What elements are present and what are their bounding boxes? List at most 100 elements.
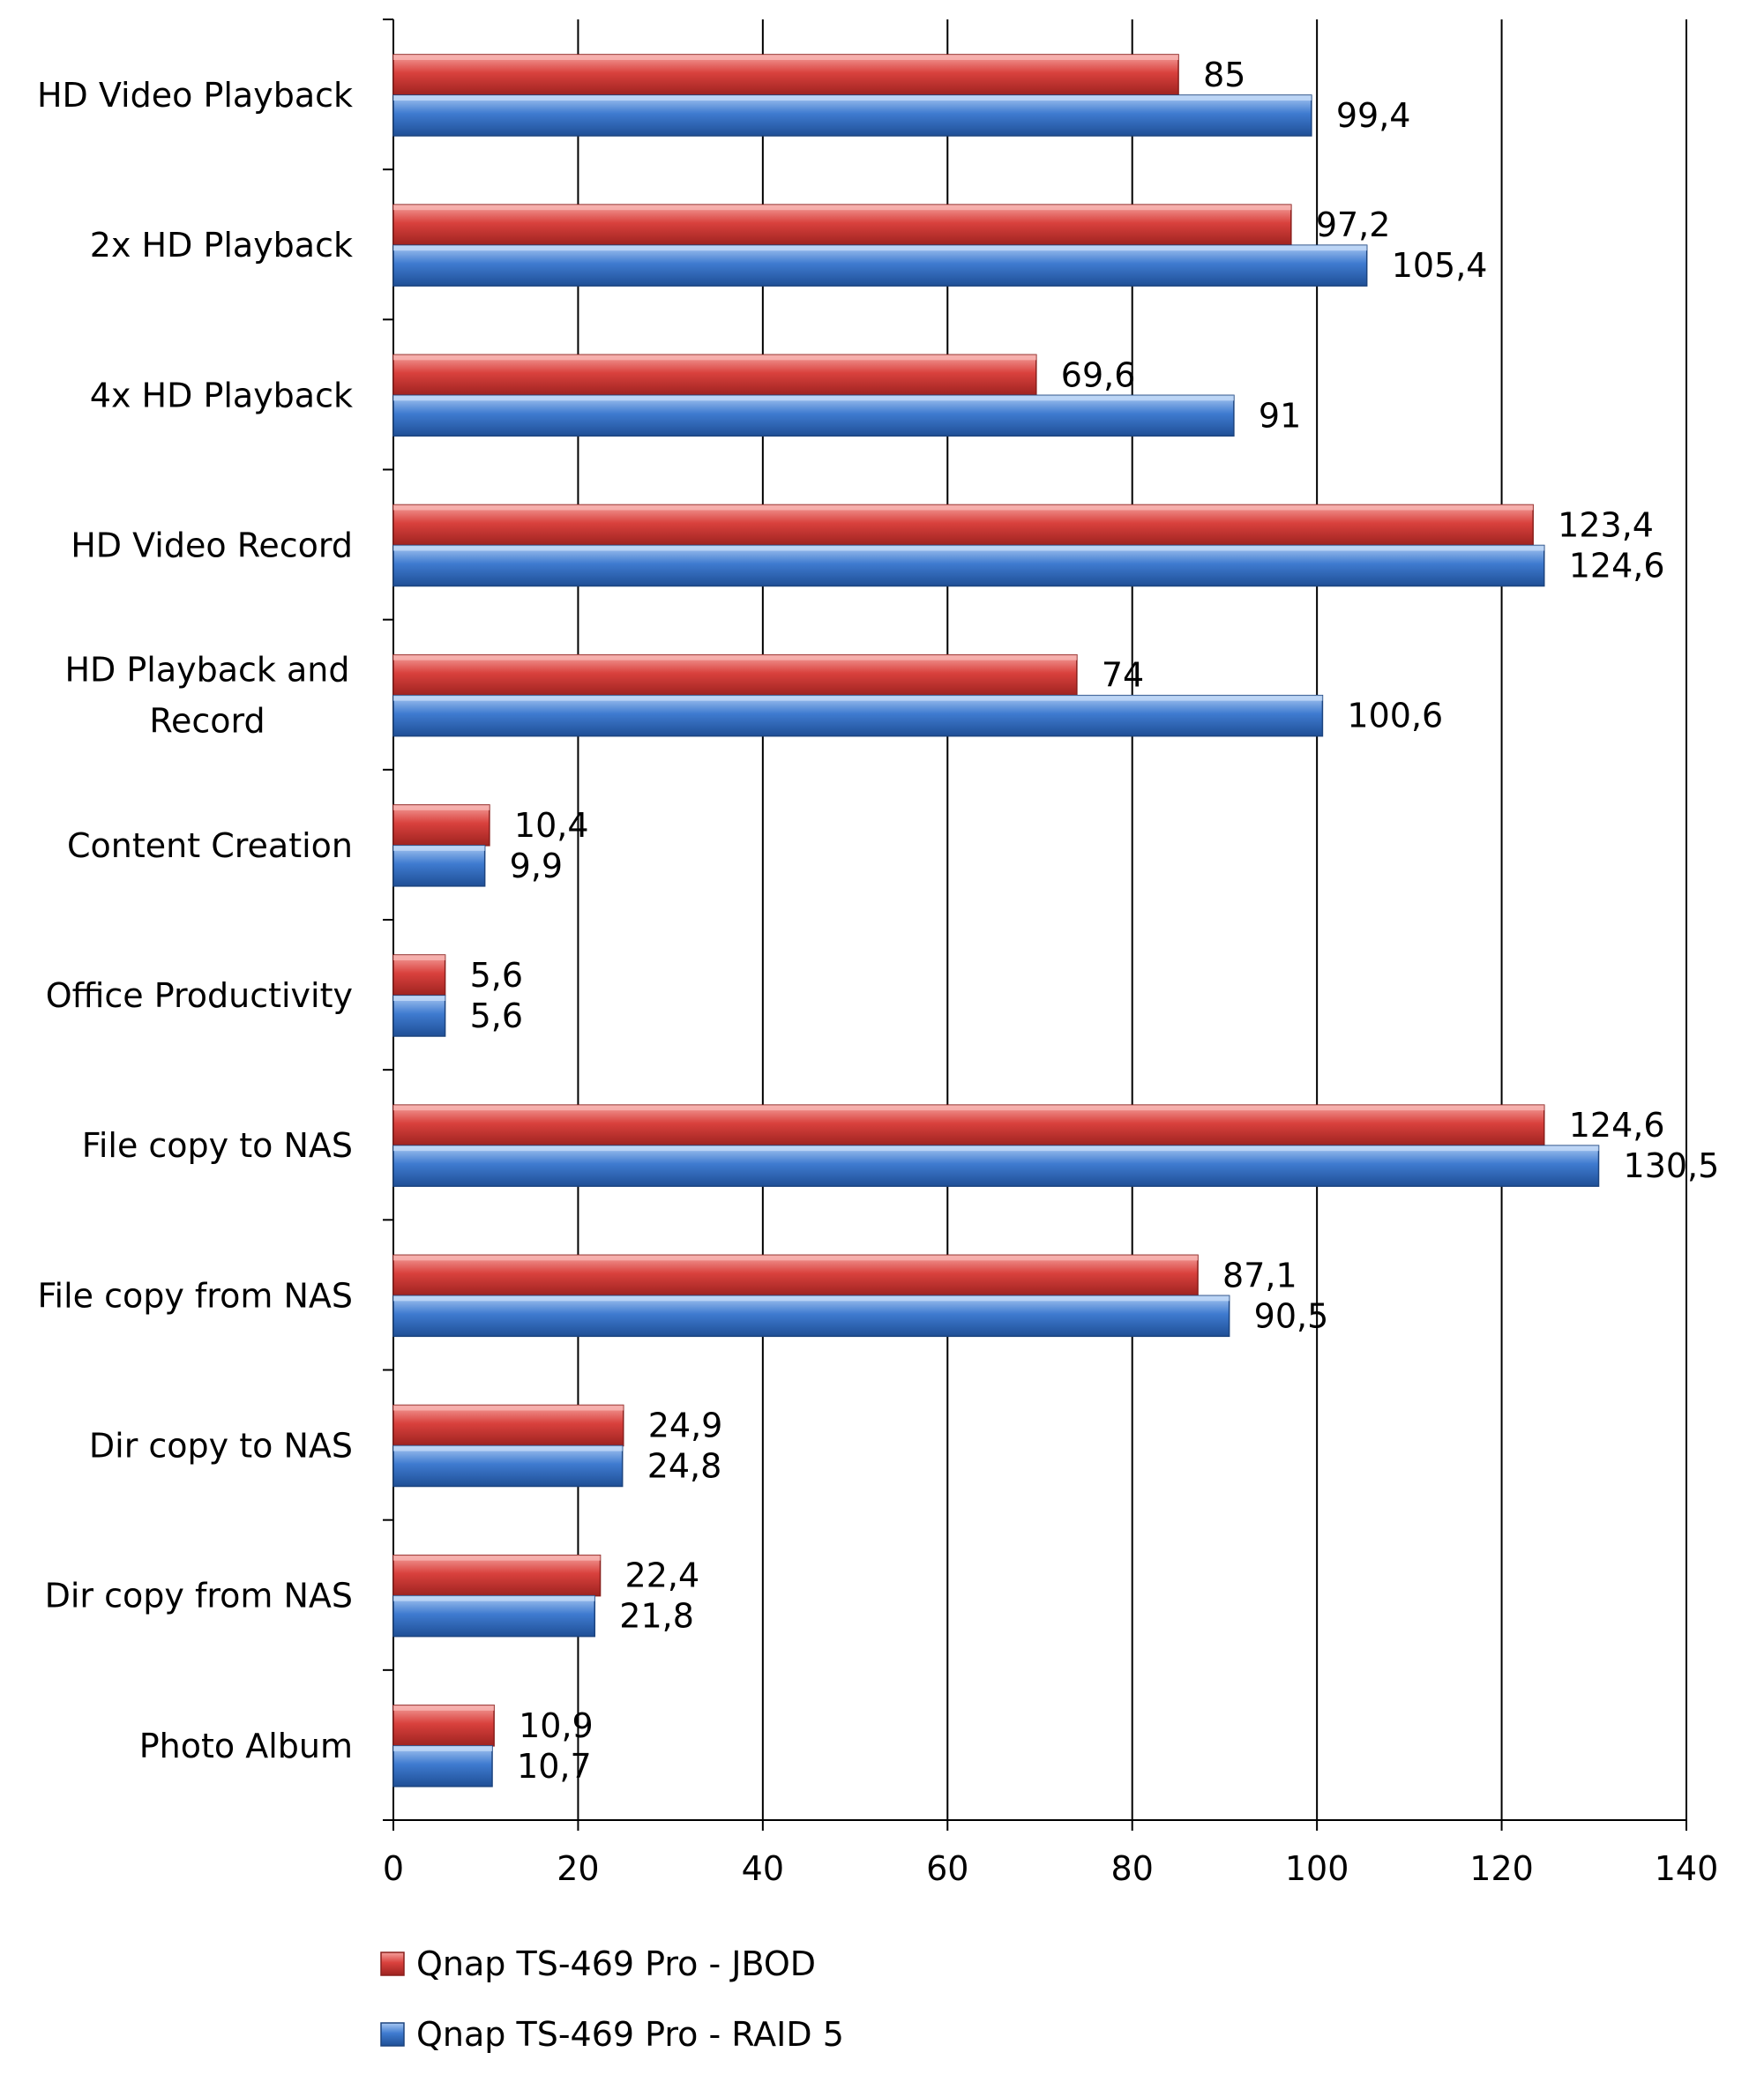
bar-highlight (393, 955, 445, 960)
bar-highlight (393, 245, 1367, 251)
category-label: Content Creation (67, 826, 353, 865)
legend: Qnap TS-469 Pro - JBOD Qnap TS-469 Pro - … (380, 1944, 844, 2054)
bar-highlight (393, 996, 445, 1001)
bar-jbod (392, 204, 1292, 246)
bar-jbod (392, 954, 446, 996)
data-label: 10,9 (519, 1706, 594, 1745)
category-label: Dir copy from NAS (45, 1577, 353, 1616)
category-label: File copy to NAS (82, 1126, 353, 1165)
data-label: 124,6 (1569, 1106, 1665, 1145)
category-label: Dir copy to NAS (89, 1427, 353, 1466)
bar-highlight (393, 1555, 601, 1561)
bar-highlight (393, 1595, 595, 1601)
x-tick-label: 80 (1111, 1849, 1154, 1888)
gridlines (577, 19, 1687, 1820)
data-label: 10,7 (517, 1747, 592, 1786)
category-label: Record (149, 702, 265, 741)
category-label: 2x HD Playback (90, 226, 353, 265)
bar-raid5 (392, 1444, 624, 1488)
bar-jbod (392, 804, 490, 847)
bar-highlight (393, 1295, 1230, 1302)
data-label: 24,8 (647, 1447, 722, 1486)
bar-jbod (392, 1404, 624, 1447)
category-label: 4x HD Playback (90, 376, 353, 414)
bar-highlight (393, 205, 1291, 211)
bar-highlight (393, 504, 1534, 511)
bar-raid5 (392, 694, 1324, 737)
data-label: 100,6 (1347, 697, 1443, 735)
bar-jbod (392, 1554, 602, 1597)
bar-highlight (393, 354, 1036, 361)
x-tick-label: 60 (926, 1849, 968, 1888)
category-label: Office Productivity (46, 976, 353, 1015)
bar-highlight (393, 1405, 624, 1411)
bar-highlight (393, 95, 1312, 101)
legend-swatch-raid5 (380, 2022, 405, 2047)
x-tick-label: 0 (383, 1849, 404, 1888)
x-tick-label: 140 (1655, 1849, 1719, 1888)
data-label: 87,1 (1222, 1256, 1297, 1295)
bar-jbod (392, 1104, 1545, 1146)
data-label: 10,4 (514, 806, 589, 845)
data-label: 124,6 (1569, 547, 1665, 586)
data-label: 91 (1259, 396, 1301, 435)
x-tick-label: 100 (1285, 1849, 1349, 1888)
data-label: 99,4 (1336, 96, 1411, 135)
axes (383, 19, 1687, 1831)
data-label: 85 (1203, 56, 1245, 94)
bar-highlight (393, 695, 1323, 701)
legend-swatch-jbod (380, 1951, 405, 1976)
bar-jbod (392, 653, 1078, 697)
data-label: 5,6 (470, 956, 523, 995)
bar-highlight (393, 1745, 493, 1751)
legend-label: Qnap TS-469 Pro - RAID 5 (416, 2015, 844, 2054)
category-label: Photo Album (139, 1727, 353, 1765)
x-tick-label: 40 (742, 1849, 784, 1888)
legend-label: Qnap TS-469 Pro - JBOD (416, 1944, 816, 1983)
bar-jbod (392, 504, 1534, 547)
data-label: 74 (1102, 656, 1144, 695)
bar-raid5 (392, 1295, 1230, 1338)
data-label: 5,6 (470, 996, 523, 1035)
bar-raid5 (392, 845, 486, 887)
data-label: 24,9 (648, 1407, 723, 1445)
data-label: 130,5 (1624, 1146, 1720, 1185)
category-label: HD Video Record (71, 526, 353, 565)
data-labels: 8599,497,2105,469,691123,4124,674100,610… (470, 56, 1720, 1786)
bar-highlight (393, 55, 1179, 60)
category-labels: HD Video Playback 2x HD Playback 4x HD Pla… (37, 76, 353, 1765)
bar-raid5 (392, 394, 1235, 437)
bar-jbod (392, 1705, 495, 1747)
bar-jbod (392, 354, 1037, 397)
bar-raid5 (392, 244, 1368, 287)
bar-highlight (393, 804, 490, 810)
bar-highlight (393, 1445, 623, 1451)
category-label: File copy from NAS (37, 1276, 353, 1315)
bar-highlight (393, 395, 1234, 401)
data-label: 105,4 (1392, 246, 1488, 285)
data-label: 21,8 (619, 1597, 694, 1636)
bar-raid5 (392, 1145, 1600, 1187)
bar-jbod (392, 1254, 1199, 1297)
data-label: 123,4 (1558, 506, 1654, 545)
bar-raid5 (392, 94, 1312, 137)
category-label: HD Playback and (64, 651, 349, 690)
bar-highlight (393, 845, 485, 851)
bar-highlight (393, 654, 1077, 660)
bar-raid5 (392, 995, 446, 1037)
bar-highlight (393, 1705, 495, 1711)
data-label: 97,2 (1316, 205, 1391, 244)
category-label: HD Video Playback (37, 76, 353, 115)
bar-highlight (393, 1146, 1599, 1152)
x-tick-label: 120 (1469, 1849, 1534, 1888)
x-tick-label: 20 (557, 1849, 599, 1888)
bars (392, 54, 1600, 1787)
data-label: 9,9 (510, 847, 563, 885)
bar-highlight (393, 1255, 1199, 1261)
bar-highlight (393, 1105, 1544, 1111)
data-label: 69,6 (1061, 355, 1136, 394)
data-label: 22,4 (625, 1556, 700, 1595)
data-label: 90,5 (1254, 1296, 1329, 1335)
bar-raid5 (392, 1594, 596, 1638)
